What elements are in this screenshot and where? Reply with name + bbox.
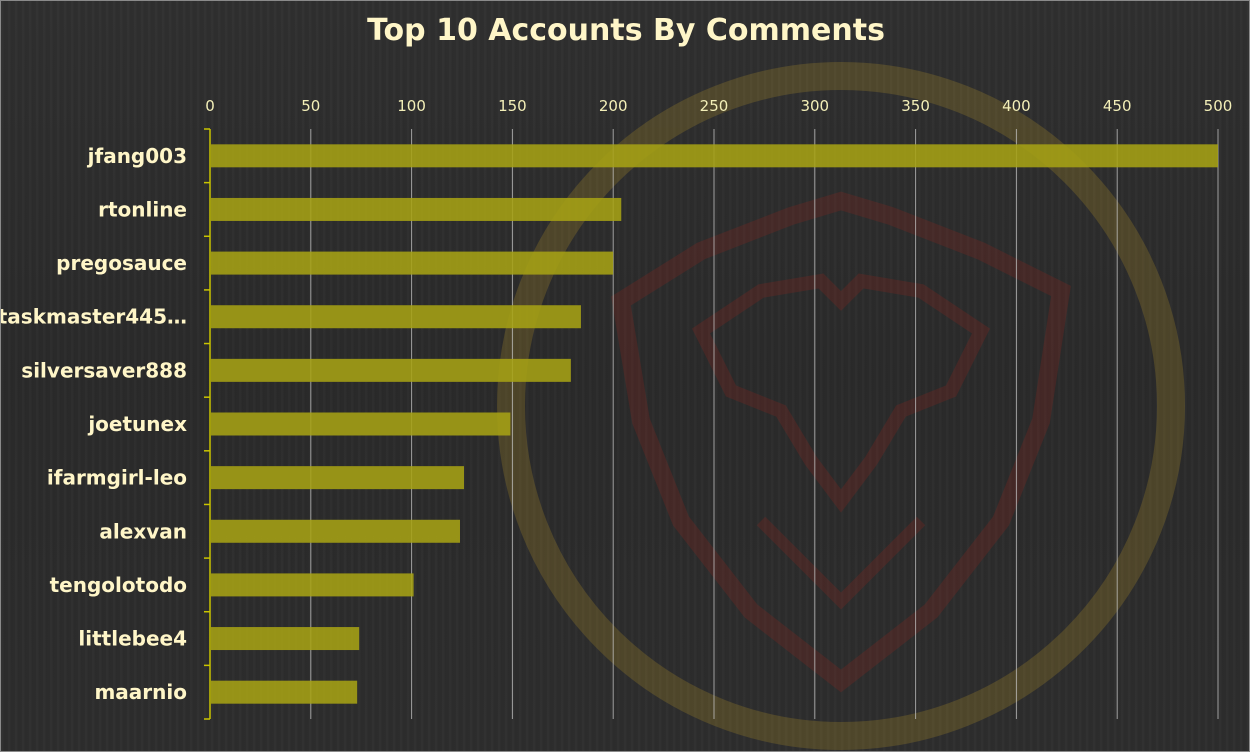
bar-rtonline	[211, 197, 622, 221]
bar-joetunex	[211, 412, 511, 436]
x-tick-label: 500	[1204, 97, 1233, 115]
category-label: pregosauce	[56, 251, 187, 275]
x-axis-ticks: 0 50 100 150 200 250 300 350 400 450 500	[205, 97, 1232, 115]
category-label: jfang003	[87, 144, 187, 168]
bar-alexvan	[211, 519, 460, 543]
category-label: littlebee4	[78, 627, 187, 651]
category-label: ifarmgirl-leo	[47, 466, 187, 490]
x-tick-label: 400	[1002, 97, 1031, 115]
category-label: rtonline	[98, 197, 187, 221]
bar-tengolotodo	[211, 573, 414, 597]
x-tick-label: 100	[397, 97, 426, 115]
x-tick-label: 200	[599, 97, 628, 115]
bar-littlebee4	[211, 627, 360, 651]
lion-shield-icon	[497, 62, 1185, 750]
chart-title: Top 10 Accounts By Comments	[367, 13, 885, 48]
bar-maarnio	[211, 680, 358, 704]
bar-ifarmgirl-leo	[211, 466, 465, 490]
bar-silversaver888	[211, 358, 571, 382]
x-tick-label: 350	[901, 97, 930, 115]
category-label: tengolotodo	[50, 573, 187, 597]
x-tick-label: 250	[700, 97, 729, 115]
x-tick-label: 150	[498, 97, 527, 115]
bar-jfang003	[211, 144, 1218, 168]
bar-pregosauce	[211, 251, 614, 275]
bar-taskmaster445…	[211, 305, 581, 329]
category-labels: jfang003 rtonline pregosauce taskmaster445……	[1, 144, 187, 704]
y-axis	[204, 128, 211, 720]
x-tick-label: 300	[800, 97, 829, 115]
category-label: maarnio	[94, 680, 187, 704]
x-tick-label: 0	[205, 97, 215, 115]
category-label: taskmaster445…	[1, 305, 187, 329]
category-label: joetunex	[87, 412, 187, 436]
category-label: silversaver888	[21, 358, 187, 382]
x-tick-label: 450	[1103, 97, 1132, 115]
x-tick-label: 50	[301, 97, 320, 115]
category-label: alexvan	[99, 519, 187, 543]
bars	[211, 144, 1218, 704]
